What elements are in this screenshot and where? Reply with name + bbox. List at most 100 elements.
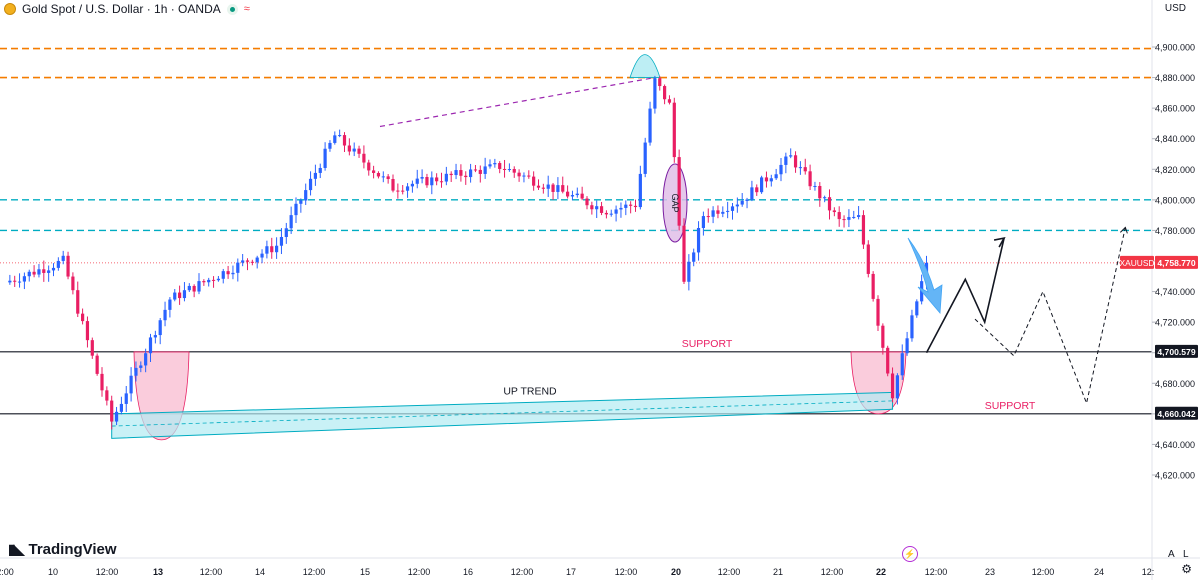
candle <box>313 164 317 186</box>
y-tick-label: 4,840.000 <box>1155 134 1195 144</box>
candle-body <box>551 184 555 192</box>
candle <box>808 164 812 190</box>
candle-body <box>464 175 468 178</box>
candle <box>575 187 579 198</box>
current-price-tag: 4,758.770 <box>1157 258 1195 268</box>
candle <box>318 163 322 179</box>
candle <box>420 169 424 184</box>
candle-body <box>648 108 652 143</box>
candle <box>890 367 895 403</box>
candle-body <box>231 272 235 275</box>
candle-body <box>619 207 623 210</box>
candle-body <box>352 148 356 152</box>
time-axis[interactable]: 2:00 10 12:00 13 12:00 14 12:00 15 12:00 16 12:00 1… <box>0 557 1200 577</box>
candle-body <box>372 170 376 173</box>
candle <box>134 361 138 382</box>
candle <box>148 333 153 363</box>
support-label-lower: SUPPORT <box>985 400 1036 412</box>
candle <box>551 183 555 200</box>
candle-body <box>119 403 123 412</box>
candle <box>711 206 715 224</box>
candle-body <box>328 142 332 149</box>
candle <box>100 367 104 397</box>
candle-body <box>304 190 308 201</box>
log-scale-button[interactable]: L <box>1183 549 1189 560</box>
currency-label[interactable]: USD <box>1164 3 1186 14</box>
pullback-arrow <box>907 237 943 315</box>
candle-body <box>832 210 836 213</box>
candle <box>430 171 434 195</box>
level-price-tag-1: 4,700.579 <box>1157 347 1195 357</box>
candle <box>595 200 599 218</box>
chart-annotations: SUPPORT SUPPORT UP TREND GAP <box>503 193 1036 411</box>
candle-body <box>590 205 594 210</box>
candle <box>66 251 70 280</box>
lightning-icon[interactable]: ⚡ <box>902 546 918 562</box>
candle <box>527 170 531 179</box>
auto-scale-button[interactable]: A <box>1168 549 1175 560</box>
candle-body <box>890 373 895 399</box>
candle <box>614 205 618 222</box>
candle <box>241 254 245 267</box>
candle-body <box>663 86 667 100</box>
candle <box>469 163 473 183</box>
candle-body <box>342 135 347 146</box>
candle-body <box>585 198 589 206</box>
candle <box>265 240 269 259</box>
candle-body <box>866 244 870 274</box>
candle <box>755 184 759 196</box>
candle <box>522 172 526 183</box>
candle <box>425 173 429 188</box>
gear-icon[interactable]: ⚙ <box>1181 562 1192 576</box>
candle-body <box>595 206 599 210</box>
candle-body <box>638 173 642 208</box>
candle <box>391 174 395 193</box>
candle <box>401 185 405 195</box>
candle-body <box>279 236 284 246</box>
candle-body <box>216 278 220 281</box>
candle-body <box>381 176 385 178</box>
symbol-tag-bg <box>1120 255 1154 269</box>
candle <box>163 301 167 327</box>
candle-body <box>114 411 119 422</box>
candle-body <box>478 169 482 174</box>
candle-body <box>333 135 337 143</box>
level-price-tag-2-bg <box>1155 406 1198 420</box>
candle-body <box>857 215 861 217</box>
candle <box>638 165 642 210</box>
uptrend-channel <box>111 391 894 439</box>
candle-body <box>696 227 701 253</box>
candle <box>182 282 187 302</box>
resistance-trendline <box>379 76 656 128</box>
candle <box>192 284 196 298</box>
x-tick-label: 12:00 <box>200 567 223 577</box>
candle <box>347 138 351 156</box>
candle-body <box>187 285 191 291</box>
candle-body <box>905 338 909 354</box>
y-tick-label: 4,860.000 <box>1155 104 1195 114</box>
candle <box>760 175 764 194</box>
candle <box>71 272 75 295</box>
x-tick-label: 16 <box>463 567 473 577</box>
candle <box>328 140 332 152</box>
tradingview-logo[interactable]: ▮◣ TradingView <box>8 541 117 558</box>
candle-body <box>367 162 371 171</box>
candle <box>532 171 536 191</box>
candle <box>866 240 870 278</box>
candle <box>556 177 560 200</box>
candle-body <box>813 185 817 187</box>
candle-body <box>580 193 584 199</box>
y-tick-label: 4,720.000 <box>1155 318 1195 328</box>
candle-body <box>168 299 172 310</box>
candle <box>168 297 172 318</box>
candle-body <box>401 190 405 192</box>
price-axis[interactable]: 4,620.0004,640.0004,660.0004,680.0004,70… <box>1120 0 1198 580</box>
candle-body <box>226 271 230 275</box>
candle-body <box>454 170 458 176</box>
symbol-title[interactable]: Gold Spot / U.S. Dollar · 1h · OANDA <box>22 2 221 16</box>
candle <box>110 395 114 430</box>
gap-ellipse <box>662 163 688 243</box>
candle-body <box>95 355 99 374</box>
candle <box>779 158 783 182</box>
